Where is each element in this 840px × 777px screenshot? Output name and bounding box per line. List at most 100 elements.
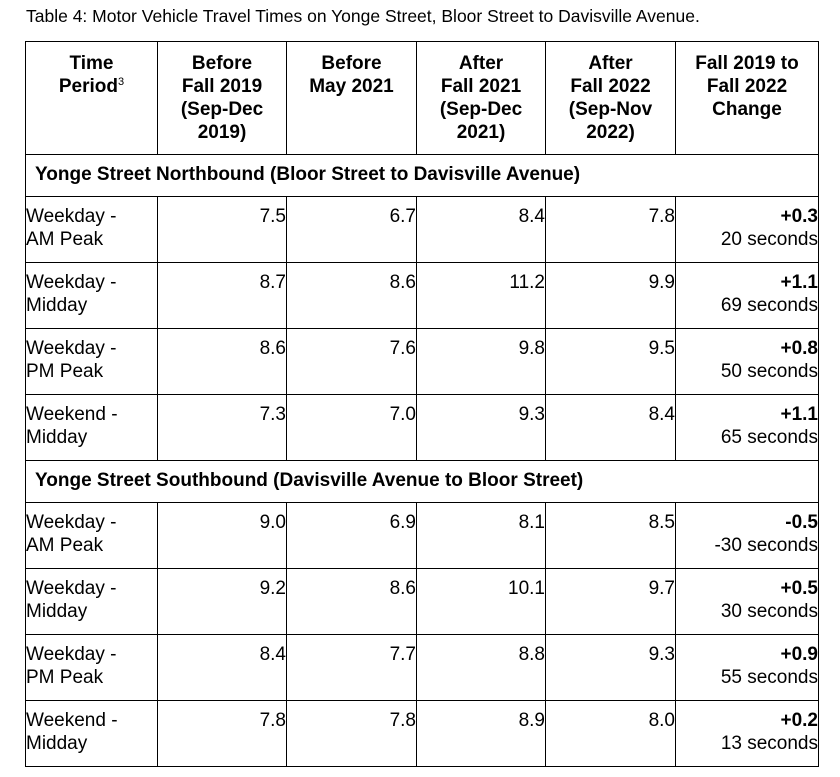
change-value: +0.3 xyxy=(780,206,818,227)
header-line: Before xyxy=(321,53,382,74)
before-may-2021-cell: 8.6 xyxy=(286,262,417,329)
after-fall-2021-cell: 8.8 xyxy=(416,634,546,701)
change-cell: -0.5 -30 seconds xyxy=(675,502,819,569)
header-after-fall-2021: After Fall 2021 (Sep-Dec 2021) xyxy=(416,41,546,155)
header-line: (Sep-Dec xyxy=(439,99,523,120)
change-seconds: -30 seconds xyxy=(714,535,818,556)
header-before-fall-2019: Before Fall 2019 (Sep-Dec 2019) xyxy=(157,41,287,155)
change-cell: +1.1 69 seconds xyxy=(675,262,819,329)
header-change: Fall 2019 to Fall 2022 Change xyxy=(675,41,819,155)
time-period-line: PM Peak xyxy=(26,667,104,688)
header-line: Before xyxy=(191,53,253,74)
table-row: Weekend - Midday 7.8 7.8 8.9 8.0 +0.2 13 second… xyxy=(25,700,819,767)
time-period-line: Weekend - xyxy=(26,710,118,731)
header-line: Period xyxy=(58,76,118,97)
header-line: Change xyxy=(712,99,782,120)
change-seconds: 13 seconds xyxy=(720,733,818,754)
before-may-2021-cell: 7.6 xyxy=(286,328,417,395)
before-fall-2019-cell: 8.6 xyxy=(157,328,287,395)
change-cell: +0.3 20 seconds xyxy=(675,196,819,263)
change-seconds: 30 seconds xyxy=(720,601,818,622)
change-seconds: 50 seconds xyxy=(720,361,818,382)
time-period-line: Midday xyxy=(26,427,88,448)
change-cell: +0.2 13 seconds xyxy=(675,700,819,767)
after-fall-2022-cell: 8.4 xyxy=(545,394,676,461)
before-fall-2019-cell: 8.4 xyxy=(157,634,287,701)
section-row: Yonge Street Northbound (Bloor Street to… xyxy=(25,154,819,197)
time-period-cell: Weekday - Midday xyxy=(25,262,158,329)
header-line: 2019) xyxy=(197,122,247,143)
header-line: After xyxy=(458,53,504,74)
header-line: 2022) xyxy=(586,122,635,143)
header-line: (Sep-Nov xyxy=(568,99,653,120)
time-period-cell: Weekend - Midday xyxy=(25,700,158,767)
change-value: +0.5 xyxy=(780,578,818,599)
header-line: Fall 2022 xyxy=(706,76,788,97)
after-fall-2022-cell: 7.8 xyxy=(545,196,676,263)
change-value: -0.5 xyxy=(785,512,818,533)
time-period-cell: Weekday - Midday xyxy=(25,568,158,635)
before-may-2021-cell: 6.7 xyxy=(286,196,417,263)
before-fall-2019-cell: 7.5 xyxy=(157,196,287,263)
time-period-cell: Weekday - AM Peak xyxy=(25,502,158,569)
time-period-line: Midday xyxy=(26,601,88,622)
change-cell: +0.8 50 seconds xyxy=(675,328,819,395)
travel-times-table: Time Period3 Before Fall 2019 (Sep-Dec 2… xyxy=(25,41,819,767)
table-row: Weekday - AM Peak 7.5 6.7 8.4 7.8 +0.3 20 secon… xyxy=(25,196,819,263)
table-row: Weekday - PM Peak 8.4 7.7 8.8 9.3 +0.9 55 secon… xyxy=(25,634,819,701)
before-may-2021-cell: 7.0 xyxy=(286,394,417,461)
time-period-line: Weekend - xyxy=(26,404,118,425)
after-fall-2022-cell: 8.0 xyxy=(545,700,676,767)
header-after-fall-2022: After Fall 2022 (Sep-Nov 2022) xyxy=(545,41,676,155)
after-fall-2022-cell: 9.9 xyxy=(545,262,676,329)
header-row: Time Period3 Before Fall 2019 (Sep-Dec 2… xyxy=(25,41,819,155)
time-period-line: Weekday - xyxy=(26,272,117,293)
after-fall-2022-cell: 8.5 xyxy=(545,502,676,569)
before-fall-2019-cell: 7.8 xyxy=(157,700,287,767)
table-row: Weekday - Midday 8.7 8.6 11.2 9.9 +1.1 69 secon… xyxy=(25,262,819,329)
change-seconds: 55 seconds xyxy=(720,667,818,688)
time-period-line: Midday xyxy=(26,733,88,754)
section-title: Yonge Street Southbound (Davisville Aven… xyxy=(25,460,819,503)
footnote-marker: 3 xyxy=(118,76,125,88)
time-period-line: PM Peak xyxy=(26,361,104,382)
table-caption: Table 4: Motor Vehicle Travel Times on Y… xyxy=(26,6,700,26)
change-cell: +0.5 30 seconds xyxy=(675,568,819,635)
change-seconds: 69 seconds xyxy=(720,295,818,316)
after-fall-2021-cell: 8.1 xyxy=(416,502,546,569)
table-row: Weekday - Midday 9.2 8.6 10.1 9.7 +0.5 30 secon… xyxy=(25,568,819,635)
header-line: Fall 2022 xyxy=(570,76,651,97)
header-line: 2021) xyxy=(456,122,506,143)
section-row: Yonge Street Southbound (Davisville Aven… xyxy=(25,460,819,503)
before-fall-2019-cell: 9.0 xyxy=(157,502,287,569)
time-period-line: Weekday - xyxy=(26,512,117,533)
header-line: Fall 2019 xyxy=(181,76,263,97)
time-period-cell: Weekday - AM Peak xyxy=(25,196,158,263)
after-fall-2021-cell: 8.9 xyxy=(416,700,546,767)
change-cell: +1.1 65 seconds xyxy=(675,394,819,461)
time-period-line: Midday xyxy=(26,295,88,316)
before-fall-2019-cell: 8.7 xyxy=(157,262,287,329)
change-value: +0.2 xyxy=(780,710,818,731)
after-fall-2022-cell: 9.7 xyxy=(545,568,676,635)
after-fall-2022-cell: 9.5 xyxy=(545,328,676,395)
after-fall-2021-cell: 9.3 xyxy=(416,394,546,461)
header-line: May 2021 xyxy=(309,76,394,97)
time-period-cell: Weekday - PM Peak xyxy=(25,328,158,395)
time-period-line: Weekday - xyxy=(26,338,117,359)
before-may-2021-cell: 6.9 xyxy=(286,502,417,569)
time-period-line: Weekday - xyxy=(26,644,117,665)
time-period-line: AM Peak xyxy=(26,535,104,556)
change-seconds: 20 seconds xyxy=(720,229,818,250)
header-line: Time xyxy=(69,53,114,74)
change-value: +0.9 xyxy=(780,644,818,665)
after-fall-2021-cell: 11.2 xyxy=(416,262,546,329)
header-line: (Sep-Dec xyxy=(180,99,264,120)
change-value: +1.1 xyxy=(780,272,818,293)
section-title: Yonge Street Northbound (Bloor Street to… xyxy=(25,154,819,197)
table-row: Weekend - Midday 7.3 7.0 9.3 8.4 +1.1 65 second… xyxy=(25,394,819,461)
header-line: Fall 2019 to xyxy=(695,53,799,74)
header-time-period: Time Period3 xyxy=(25,41,158,155)
after-fall-2021-cell: 9.8 xyxy=(416,328,546,395)
before-may-2021-cell: 7.8 xyxy=(286,700,417,767)
